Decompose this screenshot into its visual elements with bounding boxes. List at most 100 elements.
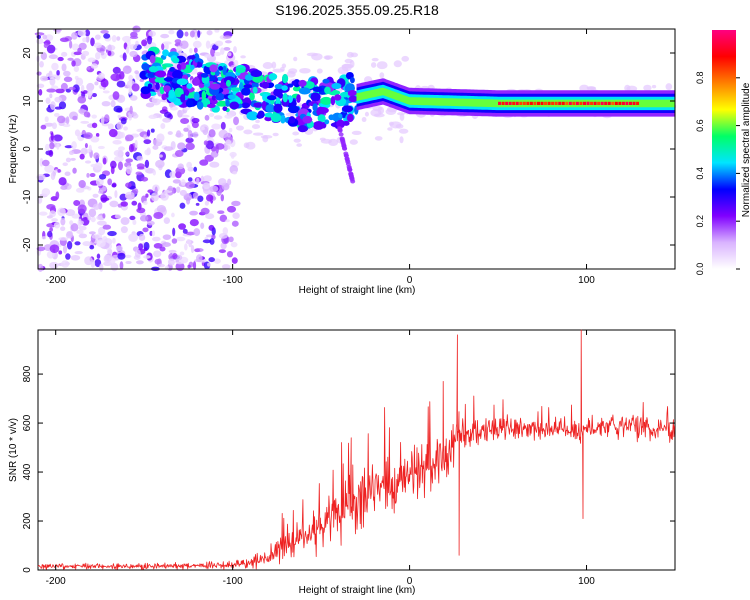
ridge-core bbox=[614, 101, 618, 105]
noise-blob bbox=[162, 234, 172, 240]
ridge-blob bbox=[334, 94, 342, 101]
noise-blob bbox=[220, 47, 225, 55]
noise-blob bbox=[68, 150, 75, 156]
noise-blob bbox=[77, 29, 87, 37]
spectrogram-y-ticks: -20 -10 0 10 20 bbox=[22, 47, 675, 252]
noise-blob bbox=[187, 177, 193, 182]
colorbar-bar bbox=[712, 30, 736, 269]
noise-blob bbox=[93, 152, 100, 160]
noise-blob bbox=[131, 83, 140, 92]
noise-blob bbox=[80, 147, 88, 156]
noise-blob bbox=[179, 202, 186, 209]
halo-blob bbox=[393, 60, 402, 68]
halo-blob bbox=[624, 84, 631, 92]
noise-blob bbox=[101, 101, 111, 107]
ridge-blob bbox=[229, 101, 240, 110]
noise-blob bbox=[100, 29, 109, 34]
noise-blob bbox=[84, 256, 93, 266]
ridge-core bbox=[533, 101, 537, 105]
spectrogram-y-axis-label: Frequency (Hz) bbox=[8, 115, 19, 184]
noise-blob bbox=[94, 34, 101, 40]
noise-blob bbox=[159, 154, 163, 158]
halo-blob bbox=[319, 137, 326, 141]
noise-blob bbox=[218, 233, 228, 239]
ridge-blob bbox=[227, 94, 236, 100]
ridge-core bbox=[607, 101, 611, 105]
ridge-blob bbox=[149, 54, 156, 64]
halo-blob bbox=[293, 138, 301, 143]
y-tick-label: 20 bbox=[22, 47, 33, 59]
noise-blob bbox=[220, 121, 226, 130]
noise-blob bbox=[120, 217, 130, 225]
ridge-blob bbox=[246, 111, 259, 121]
noise-blob bbox=[140, 176, 149, 182]
noise-blob bbox=[97, 145, 105, 150]
halo-blob bbox=[299, 67, 311, 74]
noise-blob bbox=[36, 35, 42, 40]
halo-blob bbox=[651, 84, 657, 89]
noise-blob bbox=[78, 233, 88, 239]
ridge-blob bbox=[266, 95, 277, 101]
ridge-core bbox=[501, 101, 505, 105]
noise-blob bbox=[100, 194, 108, 203]
noise-blob bbox=[78, 108, 85, 114]
noise-blob bbox=[84, 29, 91, 37]
noise-blob bbox=[102, 90, 110, 94]
noise-blob bbox=[152, 145, 159, 150]
halo-blob bbox=[324, 55, 331, 60]
noise-blob bbox=[45, 143, 50, 152]
ridge-blob bbox=[230, 87, 241, 92]
ridge-core bbox=[544, 101, 548, 105]
noise-blob bbox=[179, 40, 189, 49]
ridge-core bbox=[618, 101, 622, 105]
x-tick-label: 100 bbox=[578, 576, 595, 587]
spectrogram-ridge bbox=[139, 46, 675, 184]
noise-blob bbox=[144, 149, 151, 156]
ridge-blob bbox=[155, 82, 160, 90]
noise-blob bbox=[193, 228, 201, 237]
noise-blob bbox=[36, 71, 42, 76]
noise-blob bbox=[138, 243, 144, 250]
ridge-core bbox=[565, 101, 569, 105]
noise-blob bbox=[84, 160, 92, 164]
ridge-blob bbox=[187, 55, 196, 60]
noise-blob bbox=[100, 116, 105, 125]
noise-blob bbox=[108, 128, 118, 138]
ridge-core bbox=[554, 101, 558, 105]
ridge-core bbox=[540, 101, 544, 105]
noise-blob bbox=[160, 33, 170, 39]
noise-blob bbox=[104, 114, 110, 123]
noise-blob bbox=[175, 166, 186, 175]
ridge-blob bbox=[180, 61, 187, 70]
ridge-blob bbox=[162, 49, 169, 57]
noise-blob bbox=[167, 131, 173, 135]
noise-blob bbox=[135, 171, 143, 176]
noise-blob bbox=[218, 178, 227, 186]
noise-blob bbox=[120, 132, 125, 139]
halo-blob bbox=[344, 58, 353, 64]
ridge-blob bbox=[317, 114, 326, 123]
noise-blob bbox=[86, 66, 91, 70]
noise-blob bbox=[143, 134, 147, 140]
noise-blob bbox=[224, 114, 233, 119]
halo-blob bbox=[281, 63, 287, 69]
noise-blob bbox=[221, 264, 231, 270]
noise-blob bbox=[161, 43, 165, 51]
halo-blob bbox=[361, 116, 367, 123]
ridge-core bbox=[519, 101, 523, 105]
ridge-blob bbox=[182, 85, 187, 91]
noise-blob bbox=[128, 144, 134, 153]
noise-blob bbox=[54, 96, 62, 103]
ridge-streak bbox=[337, 128, 343, 133]
noise-blob bbox=[96, 253, 101, 259]
halo-blob bbox=[243, 129, 253, 135]
ridge-blob bbox=[141, 63, 150, 71]
noise-blob bbox=[71, 141, 77, 150]
noise-blob bbox=[223, 47, 231, 51]
noise-blob bbox=[65, 253, 71, 260]
noise-blob bbox=[125, 165, 133, 175]
snr-y-ticks: 0 200 400 600 800 bbox=[22, 365, 675, 573]
noise-blob bbox=[174, 39, 182, 44]
noise-blob bbox=[37, 196, 43, 204]
noise-blob bbox=[208, 129, 216, 138]
